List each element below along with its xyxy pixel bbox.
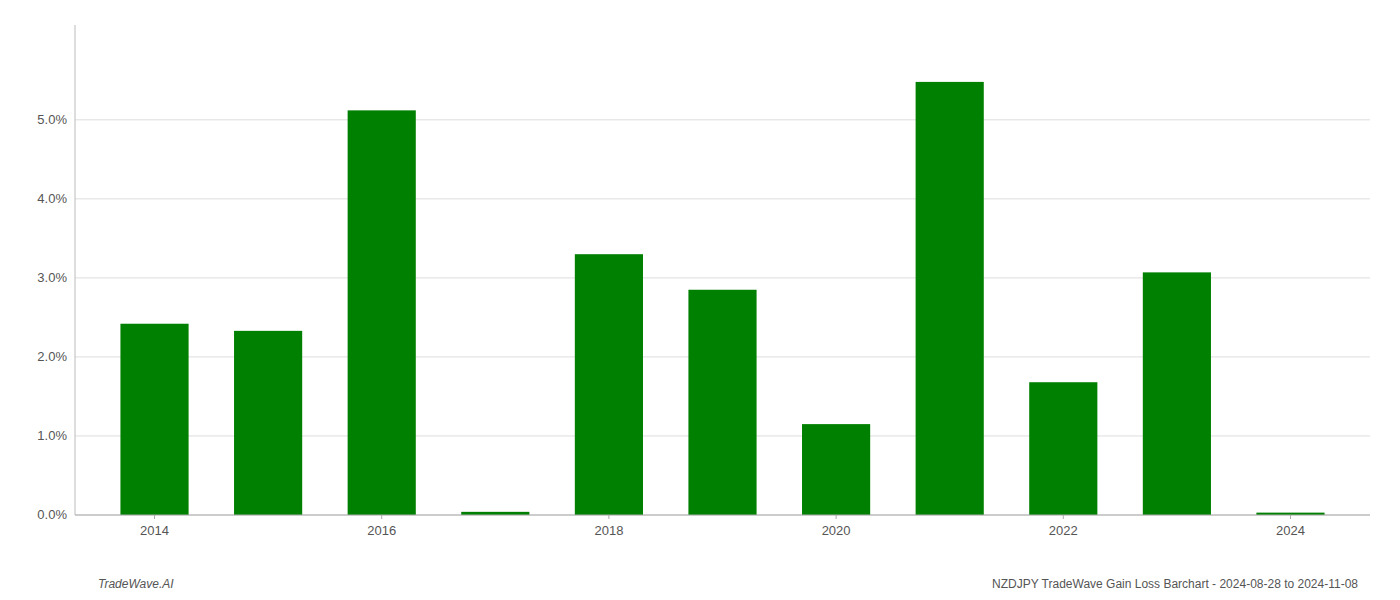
footer-right: NZDJPY TradeWave Gain Loss Barchart - 20… (992, 577, 1358, 591)
grid (75, 120, 1370, 515)
y-tick-label: 2.0% (37, 349, 67, 364)
grid-line (75, 515, 1370, 516)
bar (802, 424, 870, 515)
y-axis-line (75, 25, 76, 515)
y-tick-label: 0.0% (37, 507, 67, 522)
x-tick-label: 2024 (1276, 523, 1305, 538)
x-tick (381, 515, 382, 519)
bar (575, 254, 643, 515)
y-tick-label: 1.0% (37, 428, 67, 443)
chart: 0.0% 1.0% 2.0% 3.0% 4.0% 5.0% 2014 2016 2018 2020… (0, 0, 1400, 600)
x-tick-label: 2016 (367, 523, 396, 538)
bar (348, 110, 416, 515)
x-tick-label: 2014 (140, 523, 169, 538)
bar (688, 290, 756, 515)
grid-line (75, 198, 1370, 199)
y-axis: 0.0% 1.0% 2.0% 3.0% 4.0% 5.0% (37, 25, 75, 522)
bar (916, 82, 984, 515)
x-tick-label: 2018 (594, 523, 623, 538)
x-tick (1063, 515, 1064, 519)
x-tick-label: 2022 (1049, 523, 1078, 538)
bars (120, 82, 1324, 515)
x-tick (1290, 515, 1291, 519)
x-axis: 2014 2016 2018 2020 2022 2024 (75, 515, 1370, 538)
x-tick (608, 515, 609, 519)
y-tick-label: 4.0% (37, 191, 67, 206)
bar (1143, 272, 1211, 515)
grid-line (75, 119, 1370, 120)
bar (234, 331, 302, 515)
x-tick (154, 515, 155, 519)
bar (1029, 382, 1097, 515)
x-axis-line (75, 515, 1370, 516)
footer-left: TradeWave.AI (98, 577, 174, 591)
footer: TradeWave.AI NZDJPY TradeWave Gain Loss B… (98, 577, 1358, 591)
y-tick-label: 5.0% (37, 112, 67, 127)
x-tick-label: 2020 (822, 523, 851, 538)
x-tick (836, 515, 837, 519)
bar (120, 324, 188, 515)
y-tick-label: 3.0% (37, 270, 67, 285)
